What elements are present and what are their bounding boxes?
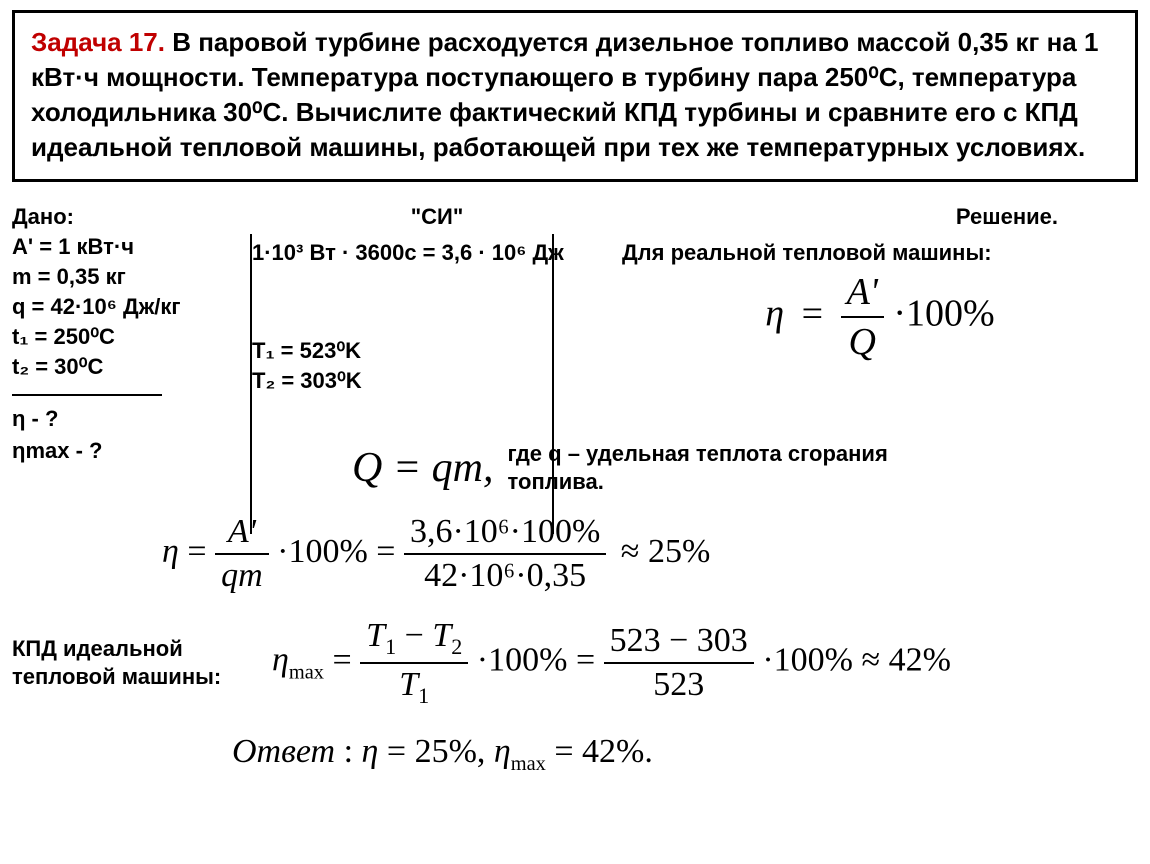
q-formula-row: Q = qm, где q – удельная теплота сгорани…: [352, 440, 1138, 495]
answer-etamax-val: = 42%.: [546, 733, 653, 770]
etamax-minus: −: [405, 617, 424, 654]
eta-eq: =: [802, 293, 823, 335]
find-etamax: ηmax - ?: [12, 438, 252, 464]
etamax-T1a: T: [366, 617, 385, 654]
solution-area: Дано: A' = 1 кВт·ч m = 0,35 кг q = 42·10…: [12, 204, 1138, 775]
etamax-den2: 523: [604, 664, 754, 704]
si-A: 1·10³ Вт · 3600с = 3,6 · 10⁶ Дж: [252, 240, 622, 266]
real-machine-label: Для реальной тепловой машины:: [622, 240, 1138, 266]
find-values: η - ? ηmax - ?: [12, 406, 252, 464]
answer-colon: :: [335, 733, 361, 770]
ideal-label-1: КПД идеальной: [12, 636, 183, 661]
answer-eta-val: = 25%,: [378, 733, 494, 770]
eta-tail: ·100%: [893, 293, 994, 335]
etamax-num1: T1 − T2: [360, 617, 468, 664]
etamax-frac1: T1 − T2 T1: [360, 617, 468, 709]
etamax-T2a: T: [432, 617, 451, 654]
given-A: A' = 1 кВт·ч: [12, 234, 252, 260]
given-t1: t₁ = 250⁰C: [12, 324, 252, 350]
solution-heading: Решение.: [622, 204, 1138, 230]
given-column: Дано: A' = 1 кВт·ч m = 0,35 кг q = 42·10…: [12, 204, 252, 470]
etamax-lhs: η: [272, 642, 289, 679]
answer-etamax-sym: η: [494, 733, 511, 770]
eta-max-row: КПД идеальной тепловой машины: ηmax = T1…: [12, 617, 1138, 709]
etamax-frac2: 523 − 303 523: [604, 622, 754, 704]
etacalc-num1: A': [215, 513, 269, 555]
etamax-T2sub: 2: [451, 634, 462, 659]
etamax-sub: max: [289, 662, 324, 684]
ideal-machine-label: КПД идеальной тепловой машины:: [12, 635, 272, 692]
eta-max-formula: ηmax = T1 − T2 T1 ·100% = 523 − 303 523 …: [272, 617, 951, 709]
q-expression: Q = qm,: [352, 444, 494, 492]
si-T2: T₂ = 303⁰K: [252, 368, 622, 394]
eta-calculation: η = A' qm ·100% = 3,6·10⁶·100% 42·10⁶·0,…: [162, 513, 1138, 595]
etacalc-den2: 42·10⁶·0,35: [404, 555, 606, 595]
etacalc-frac2: 3,6·10⁶·100% 42·10⁶·0,35: [404, 513, 606, 595]
column-separator-2: [552, 234, 554, 534]
si-heading: "СИ": [252, 204, 622, 230]
answer-eta-sym: η: [362, 733, 379, 770]
etamax-T1sub: 1: [385, 634, 396, 659]
etamax-result: ≈ 42%: [861, 642, 950, 679]
answer-etamax-sub: max: [511, 753, 546, 775]
solution-column: Решение. Для реальной тепловой машины: η…: [622, 204, 1138, 364]
given-values: A' = 1 кВт·ч m = 0,35 кг q = 42·10⁶ Дж/к…: [12, 234, 252, 380]
find-eta: η - ?: [12, 406, 252, 432]
given-m: m = 0,35 кг: [12, 264, 252, 290]
given-t2: t₂ = 30⁰C: [12, 354, 252, 380]
q-note-line1: где q – удельная теплота сгорания: [508, 441, 888, 466]
problem-title: Задача 17.: [31, 27, 165, 57]
eta-num: A': [841, 270, 884, 318]
etacalc-den1: qm: [215, 555, 269, 595]
si-column: "СИ" 1·10³ Вт · 3600с = 3,6 · 10⁶ Дж T₁ …: [252, 204, 622, 398]
q-note: где q – удельная теплота сгорания топлив…: [508, 440, 888, 495]
etamax-denT: T: [399, 666, 418, 703]
ideal-label-2: тепловой машины:: [12, 664, 221, 689]
answer-line: Ответ : η = 25%, ηmax = 42%.: [232, 733, 1138, 776]
etacalc-lhs: η: [162, 533, 179, 570]
etacalc-num2: 3,6·10⁶·100%: [404, 513, 606, 555]
given-find-divider: [12, 394, 162, 396]
etamax-num2: 523 − 303: [604, 622, 754, 664]
eta-fraction: A' Q: [841, 270, 884, 364]
problem-text: В паровой турбине расходуется дизельное …: [31, 27, 1098, 162]
etacalc-frac1: A' qm: [215, 513, 269, 595]
si-conversions: 1·10³ Вт · 3600с = 3,6 · 10⁶ Дж T₁ = 523…: [252, 240, 622, 394]
etacalc-result: ≈ 25%: [621, 533, 710, 570]
eta-formula: η = A' Q ·100%: [622, 270, 1138, 364]
etamax-denTsub: 1: [418, 683, 429, 708]
si-T1: T₁ = 523⁰K: [252, 338, 622, 364]
q-note-line2: топлива.: [508, 469, 604, 494]
answer-label: Ответ: [232, 733, 335, 770]
etamax-den1: T1: [360, 664, 468, 709]
given-heading: Дано:: [12, 204, 252, 230]
given-q: q = 42·10⁶ Дж/кг: [12, 294, 252, 320]
eta-den: Q: [841, 318, 884, 364]
si-spacer: [252, 270, 622, 334]
problem-statement-box: Задача 17. В паровой турбине расходуется…: [12, 10, 1138, 182]
eta-lhs: η: [765, 293, 784, 335]
